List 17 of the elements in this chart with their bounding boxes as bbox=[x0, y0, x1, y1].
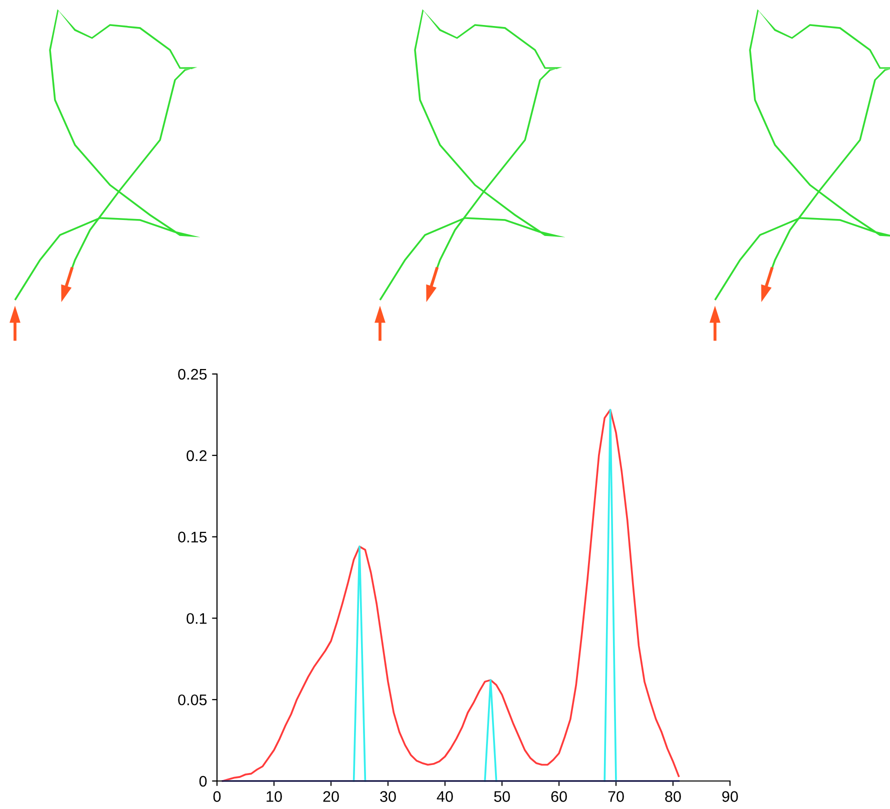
y-tick-label: 0.2 bbox=[186, 450, 207, 462]
y-tick-label: 0.15 bbox=[178, 532, 207, 542]
x-tick-label: 0 bbox=[213, 791, 221, 802]
x-tick-label: 40 bbox=[436, 791, 453, 802]
y-tick-label: 0.25 bbox=[178, 368, 207, 380]
x-tick-label: 30 bbox=[380, 791, 396, 802]
line-series bbox=[222, 408, 680, 782]
y-tick-label: 0 bbox=[199, 776, 207, 787]
x-tick-label: 70 bbox=[608, 791, 624, 802]
y-tick-label: 0.1 bbox=[186, 613, 207, 624]
x-tick-label: 10 bbox=[266, 791, 282, 802]
x-tick-label: 80 bbox=[665, 791, 681, 802]
x-tick-label: 50 bbox=[494, 791, 510, 802]
x-tick-label: 90 bbox=[722, 791, 738, 802]
y-tick-label: 0.05 bbox=[178, 694, 207, 706]
x-tick-label: 20 bbox=[323, 791, 339, 802]
x-tick-label: 60 bbox=[551, 791, 567, 802]
